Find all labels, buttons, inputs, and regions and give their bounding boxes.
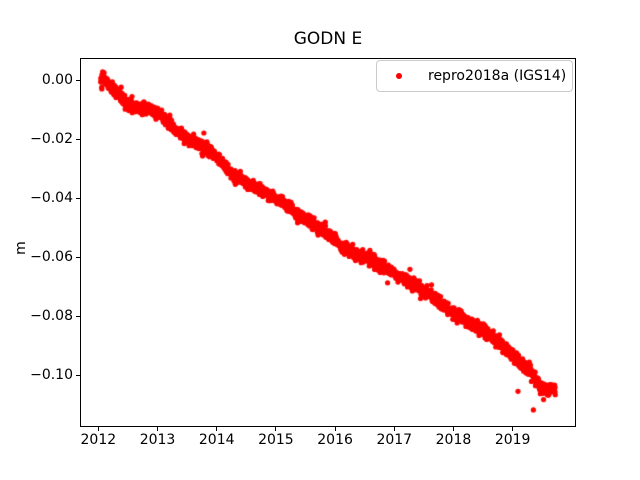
chart-title: GODN E xyxy=(293,29,363,49)
y-tick-label: −0.06 xyxy=(30,249,73,266)
x-tick-mark xyxy=(512,427,514,431)
y-tick-label: −0.04 xyxy=(30,190,73,207)
axes-box xyxy=(80,58,576,427)
x-tick-mark xyxy=(157,427,159,431)
legend-label: repro2018a (IGS14) xyxy=(428,68,567,84)
x-tick-mark xyxy=(393,427,395,431)
y-tick-mark xyxy=(76,80,80,82)
legend-dot-icon xyxy=(396,73,402,79)
x-tick-label: 2018 xyxy=(435,432,472,448)
x-tick-mark xyxy=(452,427,454,431)
x-tick-label: 2016 xyxy=(317,432,353,448)
x-tick-mark xyxy=(216,427,218,431)
x-tick-label: 2015 xyxy=(258,432,294,448)
legend: repro2018a (IGS14) xyxy=(376,60,573,92)
y-tick-mark xyxy=(76,316,80,318)
y-tick-label: −0.10 xyxy=(30,367,73,384)
x-tick-label: 2017 xyxy=(376,432,413,448)
y-tick-mark xyxy=(76,139,80,141)
x-tick-label: 2014 xyxy=(198,432,235,448)
y-tick-label: −0.08 xyxy=(30,308,73,325)
x-tick-mark xyxy=(97,427,99,431)
x-tick-mark xyxy=(275,427,277,431)
x-tick-label: 2012 xyxy=(80,432,117,448)
y-tick-mark xyxy=(76,257,80,259)
x-tick-label: 2019 xyxy=(494,432,531,448)
y-tick-label: 0.00 xyxy=(41,72,73,89)
y-tick-mark xyxy=(76,198,80,200)
y-tick-label: −0.02 xyxy=(30,131,73,148)
y-tick-mark xyxy=(76,375,80,377)
x-tick-mark xyxy=(334,427,336,431)
x-tick-label: 2013 xyxy=(139,432,176,448)
